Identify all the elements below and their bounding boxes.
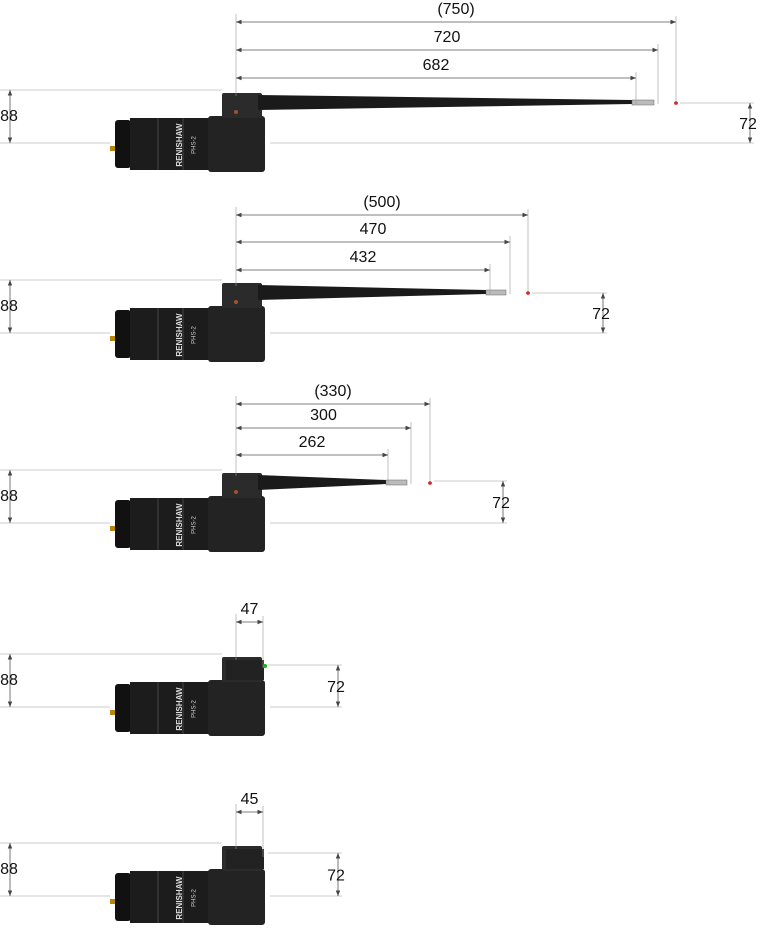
length-label: 45 (241, 791, 259, 808)
length-label: 470 (360, 221, 387, 238)
extension-arm (258, 285, 486, 300)
length-label: 300 (310, 407, 337, 424)
camera-front (115, 120, 131, 168)
brand-label: RENISHAW (175, 876, 184, 920)
screw (234, 490, 238, 494)
length-label: (500) (363, 194, 400, 211)
height-label: 72 (327, 868, 345, 885)
connector (110, 526, 115, 531)
brand-label: RENISHAW (175, 687, 184, 731)
probe-head: RENISHAW PHS-2 (110, 473, 432, 552)
head-top (222, 283, 262, 308)
indicator (263, 664, 267, 668)
model-label: PHS-2 (192, 136, 198, 154)
stylus (385, 479, 408, 486)
camera-front (115, 684, 131, 732)
probe-head: RENISHAW PHS-2 (110, 283, 530, 362)
extension-arm (258, 475, 386, 490)
length-label: 262 (299, 434, 326, 451)
camera-body (130, 682, 210, 734)
connector (110, 899, 115, 904)
stylus (485, 289, 507, 296)
model-label: PHS-2 (192, 326, 198, 344)
length-label: (750) (437, 1, 474, 18)
camera-body (130, 871, 210, 923)
extension-arm (258, 95, 632, 110)
probe-head: RENISHAW PHS-2 (110, 657, 267, 736)
brand-label: RENISHAW (175, 313, 184, 357)
model-label: PHS-2 (192, 700, 198, 718)
head-block (208, 680, 265, 736)
head-block (208, 869, 265, 925)
length-label: 47 (241, 601, 259, 618)
probe-head: RENISHAW PHS-2 (110, 846, 265, 925)
connector (110, 336, 115, 341)
length-label: 682 (423, 57, 450, 74)
camera-front (115, 310, 131, 358)
length-label: (330) (314, 383, 351, 400)
head-block (208, 496, 265, 552)
height-label: 88 (0, 108, 18, 125)
height-label: 88 (0, 861, 18, 878)
camera-body (130, 308, 210, 360)
head-top (222, 93, 262, 118)
camera-body (130, 498, 210, 550)
screw (234, 110, 238, 114)
stylus (631, 99, 655, 106)
height-label: 88 (0, 298, 18, 315)
length-label: 432 (350, 249, 377, 266)
brand-label: RENISHAW (175, 503, 184, 547)
height-label: 72 (592, 306, 610, 323)
probe-cap (226, 660, 264, 680)
model-label: PHS-2 (192, 516, 198, 534)
camera-front (115, 873, 131, 921)
height-label: 88 (0, 672, 18, 689)
probe-cap (226, 849, 264, 869)
height-label: 72 (739, 116, 757, 133)
head-top (222, 473, 262, 498)
head-block (208, 116, 265, 172)
head-block (208, 306, 265, 362)
connector (110, 146, 115, 151)
screw (234, 300, 238, 304)
camera-body (130, 118, 210, 170)
height-label: 72 (327, 679, 345, 696)
connector (110, 710, 115, 715)
camera-front (115, 500, 131, 548)
height-label: 88 (0, 488, 18, 505)
length-label: 720 (434, 29, 461, 46)
height-label: 72 (492, 495, 510, 512)
model-label: PHS-2 (192, 889, 198, 907)
brand-label: RENISHAW (175, 123, 184, 167)
probe-head: RENISHAW PHS-2 (110, 93, 678, 172)
